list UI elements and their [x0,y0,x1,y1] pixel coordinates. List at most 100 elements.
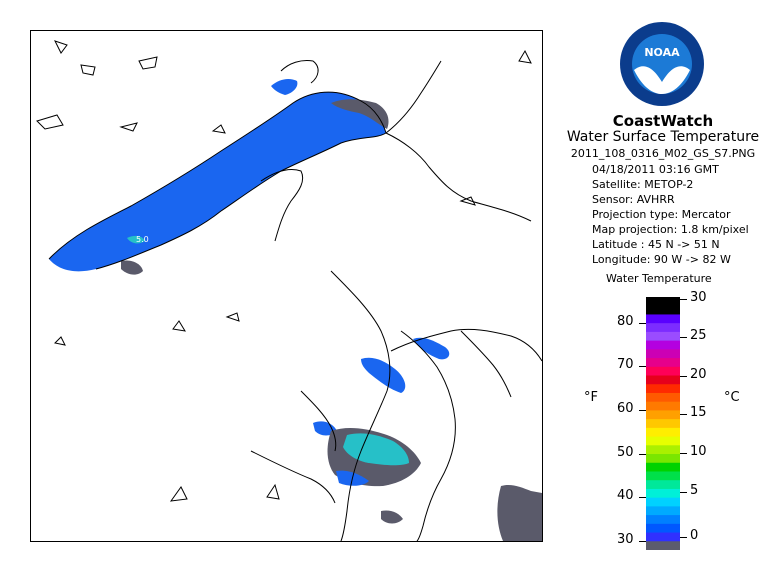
keweenaw-peninsula [260,168,304,242]
fahrenheit-tick-label: 30 [617,532,634,547]
keweenaw-water [271,78,298,95]
superior-north-shore [48,91,387,260]
celsius-tick-mark [680,537,687,538]
wisconsin-shore [250,450,336,504]
huron-north-shore [390,328,542,362]
celsius-tick-label: 25 [690,328,707,343]
colorbar-swatch [646,436,680,446]
datetime: 04/18/2011 03:16 GMT [592,163,719,176]
celsius-tick-label: 10 [690,444,707,459]
fahrenheit-tick-label: 60 [617,401,634,416]
fahrenheit-tick-mark [639,323,646,324]
georgian-bay-shore [460,330,512,398]
colorbar-swatch [646,323,680,333]
map-panel: 5.0 [30,30,543,542]
colorbar-swatch [646,375,680,385]
satellite: Satellite: METOP-2 [592,178,694,191]
lake-superior-north-cloud [331,99,389,129]
celsius-tick-mark [680,299,687,300]
west-lake-cyan [127,235,145,244]
unit-celsius: °C [724,390,740,405]
inland-lake-13 [459,196,476,206]
celsius-tick-label: 0 [690,528,699,543]
fahrenheit-tick-label: 70 [617,357,634,372]
colorbar-swatch [646,366,680,377]
colorbar-swatch [646,358,680,368]
lake-superior-water [49,92,386,272]
inland-lake-12 [518,49,532,64]
inland-lake-11 [266,483,280,500]
colorbar-swatch [646,297,680,307]
colorbar-swatch [646,410,680,420]
colorbar-swatch [646,340,680,350]
nipigon-shore [280,60,319,84]
lake-huron-sst [313,337,542,541]
longitude-range: Longitude: 90 W -> 82 W [592,253,731,266]
inland-lake-2 [80,64,96,76]
colorbar-swatch [646,314,680,324]
celsius-tick-mark [680,414,687,415]
map-contour-label: 5.0 [136,235,149,244]
colorbar-swatch [646,392,680,403]
colorbar-swatch [646,532,680,542]
logo-bird-icon [634,66,690,94]
north-channel-water [361,357,406,393]
brand-title: CoastWatch [612,112,714,130]
inland-lake-1 [54,40,68,54]
colorbar-swatch [646,480,680,490]
colorbar-swatch [646,349,680,359]
southeast-cloud [497,484,542,541]
colorbar-swatch [646,488,680,499]
inland-lake-7 [172,320,186,332]
celsius-tick-mark [680,453,687,454]
inland-lake-10 [169,486,188,502]
sst-map: 5.0 [36,40,542,541]
fahrenheit-tick-mark [639,454,646,455]
lake-superior-sst: 5.0 [49,78,389,275]
colorbar-swatch [646,541,680,550]
file-name: 2011_108_0316_M02_GS_S7.PNG [570,147,756,160]
colorbar-swatch [646,384,680,394]
celsius-tick-mark [680,376,687,377]
colorbar-swatch [646,401,680,411]
colorbar-swatch [646,305,680,315]
colorbar-swatch [646,427,680,438]
logo-text: NOAA [644,46,680,59]
inland-lake-5 [119,122,138,132]
colorbar-swatch [646,515,680,525]
celsius-tick-label: 15 [690,405,707,420]
color-scale-bar [646,297,680,550]
celsius-tick-label: 20 [690,367,707,382]
inland-lake-8 [225,312,240,322]
west-lake-cloud [121,260,143,275]
celsius-tick-label: 30 [690,290,707,305]
inland-lake-3 [138,56,158,70]
colorbar-swatch [646,462,680,472]
fahrenheit-tick-mark [639,366,646,367]
inland-lake-4 [36,114,64,130]
colorbar-swatch [646,497,680,507]
fahrenheit-tick-mark [639,541,646,542]
michigan-west-shore [330,270,391,541]
colorbar-swatch [646,419,680,429]
fahrenheit-tick-label: 40 [617,488,634,503]
colorbar-swatch [646,454,680,464]
celsius-tick-mark [680,337,687,338]
map-projection: Map projection: 1.8 km/pixel [592,223,749,236]
sensor: Sensor: AVHRR [592,193,675,206]
ontario-inland-boundary [385,60,442,134]
celsius-tick-mark [680,492,687,493]
colorbar-swatch [646,506,680,516]
projection-type: Projection type: Mercator [592,208,731,221]
colorbar-swatch [646,445,680,455]
colorbar-swatch [646,471,680,481]
inland-lake-6 [211,124,226,134]
fahrenheit-tick-mark [639,497,646,498]
south-cloud [381,510,403,524]
fahrenheit-tick-label: 80 [617,314,634,329]
georgian-bay-water [413,337,450,360]
green-bay [300,390,337,452]
legend-title: Water Temperature [606,272,712,285]
latitude-range: Latitude : 45 N -> 51 N [592,238,720,251]
unit-fahrenheit: °F [584,390,598,405]
